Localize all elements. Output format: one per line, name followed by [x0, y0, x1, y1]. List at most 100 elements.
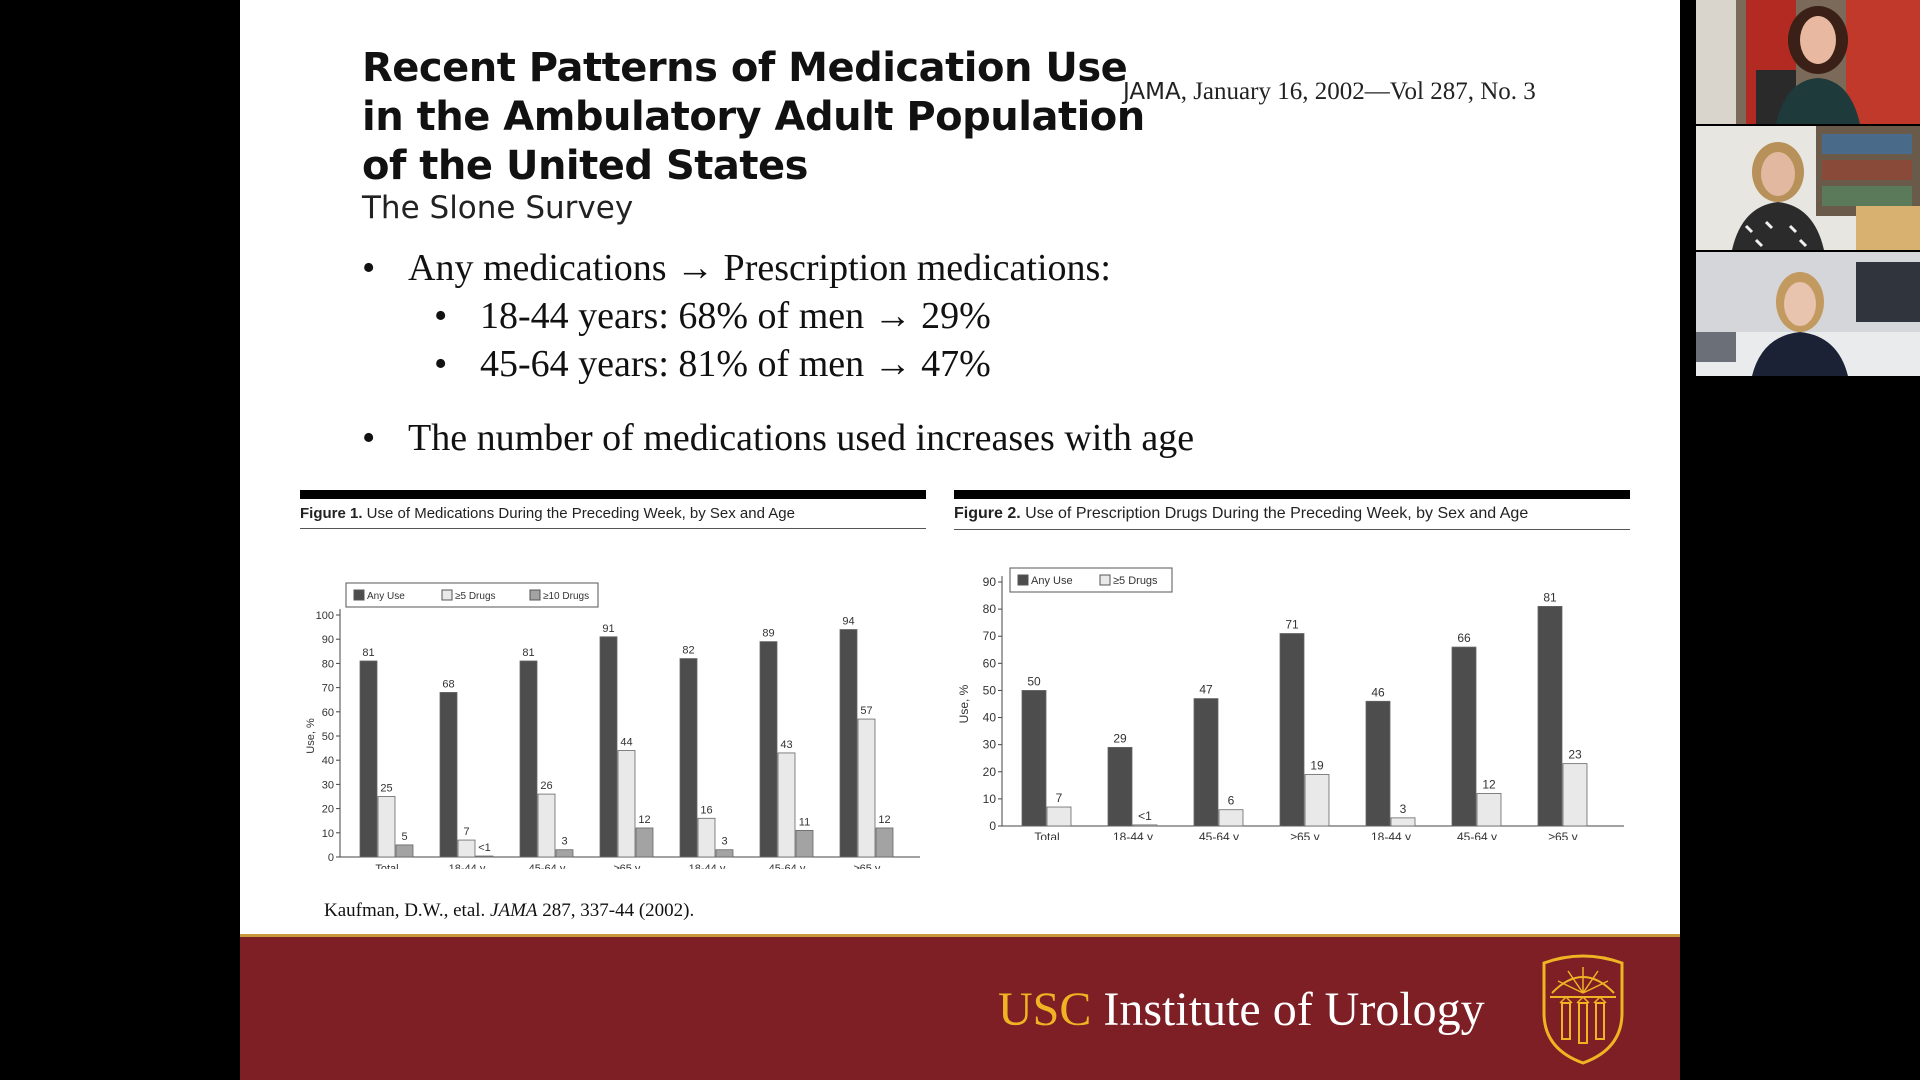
video-tile-participant-2[interactable]: [1696, 126, 1920, 250]
figure-1-chart: 0 10 20 30 40 50 60 70 80 90 100 Use, % Any Use ≥5 Dr…: [305, 582, 920, 898]
citation-details: , January 16, 2002—Vol 287, No. 3: [1180, 78, 1536, 105]
legend-label: ≥10 Drugs: [543, 591, 589, 602]
bar: [1218, 809, 1244, 827]
x-tick-label: ≥65 y: [854, 863, 881, 869]
bar: [617, 750, 636, 858]
bullet-text: Any medications → Prescription medicatio…: [408, 247, 1111, 289]
data-label: 66: [1457, 631, 1471, 645]
x-tick-label: 18-44 y: [1113, 830, 1153, 840]
x-tick-label: Total: [375, 863, 398, 869]
figure-caption-text: Use of Prescription Drugs During the Pre…: [1020, 505, 1529, 522]
data-label: 3: [721, 836, 727, 848]
data-label: 47: [1199, 683, 1213, 697]
x-tick-label: 45-64 y: [769, 863, 806, 869]
x-tick-label: 45-64 y: [1457, 830, 1497, 840]
usc-seal-logo: [1542, 954, 1624, 1065]
title-line: Recent Patterns of Medication Use: [362, 45, 1128, 91]
y-tick-label: 60: [322, 707, 334, 719]
bar: [359, 660, 378, 858]
x-tick-label: ≥65 y: [1290, 830, 1319, 840]
bar: [1537, 606, 1563, 827]
data-label: 89: [762, 628, 774, 640]
y-tick-label: 40: [322, 755, 334, 767]
bar: [759, 641, 778, 858]
title-line: of the United States: [362, 143, 808, 189]
bar: [1279, 633, 1305, 827]
legend-label: Any Use: [1031, 575, 1073, 587]
legend-swatch: [1099, 574, 1111, 586]
data-label: 44: [620, 737, 632, 749]
data-label: 81: [1543, 590, 1557, 604]
legend-label: ≥5 Drugs: [455, 591, 496, 602]
data-label: 46: [1371, 685, 1385, 699]
legend-swatch: [441, 589, 453, 601]
bar: [1451, 646, 1477, 827]
bar: [439, 692, 458, 858]
data-label: 5: [401, 831, 407, 843]
y-tick-label: 70: [983, 629, 997, 643]
data-label: 29: [1113, 731, 1127, 745]
bar: [857, 718, 876, 858]
y-tick-label: 30: [983, 738, 997, 752]
data-label: 68: [442, 678, 454, 690]
bar: [599, 636, 618, 858]
x-tick-label: 45-64 y: [1199, 830, 1239, 840]
y-tick-label: 50: [322, 731, 334, 743]
figure-caption-text: Use of Medications During the Preceding …: [362, 505, 795, 522]
bar: [1132, 824, 1158, 827]
bar: [795, 829, 814, 858]
figure-2-chart: 0 10 20 30 40 50 60 70 80 90 Use, % Any Use ≥5 Drugs…: [957, 567, 1624, 867]
video-tile-participant-1[interactable]: [1696, 0, 1920, 124]
data-label: 26: [540, 780, 552, 792]
data-label: 71: [1285, 618, 1299, 632]
figure-caption: Figure 2. Use of Prescription Drugs Duri…: [954, 499, 1630, 530]
y-tick-label: 30: [322, 779, 334, 791]
legend-label: Any Use: [367, 591, 405, 602]
sub-bullet-item: • 45-64 years: 81% of men → 47%: [434, 343, 991, 385]
slide-subtitle: The Slone Survey: [362, 190, 634, 226]
figure-rule: [954, 490, 1630, 499]
data-label: 12: [1482, 777, 1496, 791]
y-tick-label: 80: [322, 658, 334, 670]
sub-bullet-text: 45-64 years: 81% of men → 47%: [480, 343, 991, 385]
x-tick-label: 18-44 y: [1371, 830, 1411, 840]
data-label: 91: [602, 623, 614, 635]
journal-citation: JAMA, January 16, 2002—Vol 287, No. 3: [1123, 78, 1536, 106]
x-tick-label: 18-44 y: [689, 863, 726, 869]
x-tick-label: ≥65 y: [614, 863, 641, 869]
bar: [555, 849, 574, 858]
bar: [1193, 698, 1219, 827]
figure-rule: [300, 490, 926, 499]
data-label: 7: [463, 826, 469, 838]
y-tick-label: 10: [983, 792, 997, 806]
y-axis-label: Use, %: [957, 684, 971, 723]
reference-authors: Kaufman, D.W., etal.: [324, 900, 491, 921]
bar: [679, 658, 698, 858]
video-tile-participant-3[interactable]: [1696, 252, 1920, 376]
bullet-text: The number of medications used increases…: [408, 417, 1195, 459]
data-label: 3: [1400, 802, 1407, 816]
sub-bullet-text: 18-44 years: 68% of men → 29%: [480, 295, 991, 337]
y-tick-label: 90: [983, 575, 997, 589]
y-tick-label: 20: [322, 804, 334, 816]
y-tick-label: 80: [983, 602, 997, 616]
bar: [537, 793, 556, 858]
y-tick-label: 90: [322, 634, 334, 646]
data-label: 94: [842, 616, 854, 628]
bar: [519, 660, 538, 858]
figure-caption: Figure 1. Use of Medications During the …: [300, 499, 926, 529]
x-tick-label: 45-64 y: [529, 863, 566, 869]
legend-label: ≥5 Drugs: [1113, 575, 1158, 587]
figure-1: Figure 1. Use of Medications During the …: [300, 490, 926, 898]
y-tick-label: 20: [983, 765, 997, 779]
data-label: 81: [362, 647, 374, 659]
bar: [377, 796, 396, 858]
reference-details: 287, 337-44 (2002).: [537, 900, 695, 921]
reference: Kaufman, D.W., etal. JAMA 287, 337-44 (2…: [324, 900, 694, 922]
data-label: 57: [860, 705, 872, 717]
bar: [635, 827, 654, 858]
y-tick-label: 10: [322, 828, 334, 840]
legend-swatch: [353, 589, 365, 601]
bullet-item: • The number of medications used increase…: [362, 417, 1195, 459]
brand-institute: Institute of Urology: [1091, 983, 1485, 1036]
